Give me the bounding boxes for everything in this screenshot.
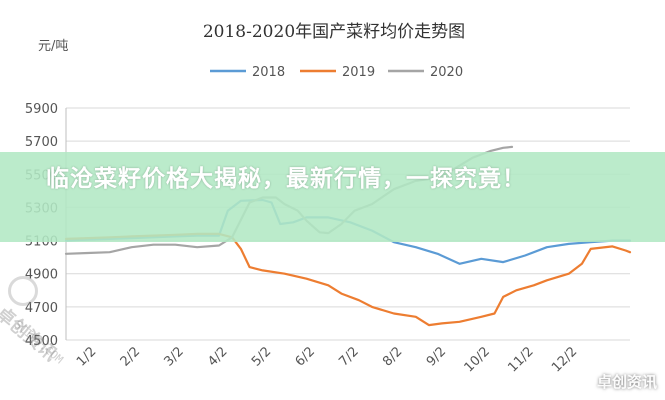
headline-text: 临沧菜籽价格大揭秘，最新行情，一探究竟！ (46, 166, 526, 192)
x-tick-label: 5/2 (249, 344, 274, 369)
y-tick-label: 4500 (25, 334, 58, 349)
x-axis-ticks: 1/2 2/2 3/2 4/2 5/2 6/2 7/2 8/2 9/2 10/2 11/2 12/2 (74, 344, 580, 375)
y-tick-label: 4700 (25, 301, 58, 316)
chart-legend: 2018 2019 2020 (210, 65, 463, 80)
x-tick-label: 12/2 (549, 344, 580, 375)
chart-title: 2018-2020年国产菜籽均价走势图 (203, 22, 465, 42)
watermark-logo-icon (8, 276, 38, 306)
x-tick-label: 7/2 (336, 344, 361, 369)
x-tick-label: 2/2 (118, 344, 143, 369)
legend-label-2019: 2019 (342, 65, 375, 80)
x-tick-label: 4/2 (205, 344, 230, 369)
x-tick-label: 9/2 (424, 344, 449, 369)
y-axis-unit-label: 元/吨 (38, 39, 68, 54)
legend-label-2018: 2018 (252, 65, 285, 80)
legend-label-2020: 2020 (430, 65, 463, 80)
watermark-corner: 卓创资讯 (596, 373, 657, 391)
x-tick-label: 1/2 (74, 344, 99, 369)
y-tick-label: 4900 (25, 268, 58, 283)
x-tick-label: 8/2 (380, 344, 405, 369)
headline-banner (0, 152, 665, 242)
y-tick-label: 5900 (25, 102, 58, 117)
y-tick-label: 5700 (25, 135, 58, 150)
x-tick-label: 3/2 (161, 344, 186, 369)
x-tick-label: 11/2 (505, 344, 536, 375)
x-tick-label: 10/2 (462, 344, 493, 375)
x-tick-label: 6/2 (293, 344, 318, 369)
